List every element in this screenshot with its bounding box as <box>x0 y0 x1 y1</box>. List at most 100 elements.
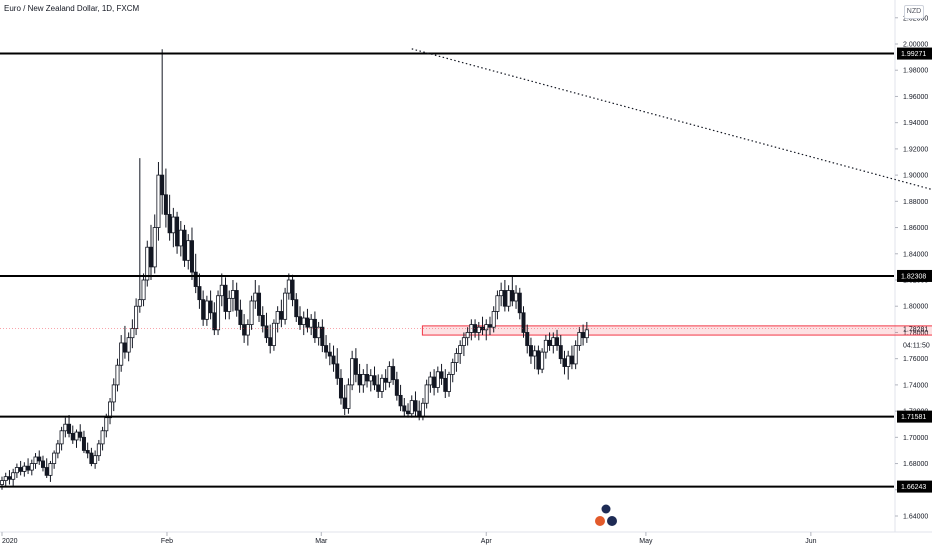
candle <box>454 348 459 372</box>
candle <box>227 290 232 320</box>
x-tick-label: May <box>639 538 653 545</box>
candle <box>461 332 466 357</box>
candle-body <box>249 300 254 325</box>
candle-body <box>279 311 284 320</box>
candle <box>108 398 113 425</box>
candle <box>428 371 433 393</box>
candle-body <box>275 311 280 324</box>
candle-body <box>104 417 109 432</box>
candle <box>406 403 411 418</box>
candle <box>26 458 31 475</box>
candle <box>346 378 351 414</box>
candles <box>0 49 589 490</box>
candle-body <box>268 337 273 346</box>
candle <box>446 371 451 397</box>
candle-body <box>517 292 522 314</box>
candle <box>74 429 79 448</box>
candle <box>562 350 567 375</box>
candle-body <box>186 240 191 261</box>
candle-body <box>569 355 574 365</box>
candle-body <box>502 290 507 307</box>
candle-body <box>528 345 533 357</box>
x-tick-label: Feb <box>161 538 173 545</box>
candle <box>230 280 235 312</box>
y-tick-label: 1.76000 <box>903 356 928 363</box>
candle-body <box>324 345 329 353</box>
candle <box>294 293 299 322</box>
candle <box>376 374 381 398</box>
candle-body <box>428 376 433 386</box>
candle-body <box>540 351 545 370</box>
candle <box>156 162 161 241</box>
candle-body <box>346 384 351 409</box>
candle-body <box>484 324 489 331</box>
candle-body <box>566 355 571 367</box>
level-price-tag <box>897 47 932 60</box>
y-tick-label: 1.98000 <box>903 68 928 75</box>
candle-body <box>257 292 262 316</box>
candle <box>514 285 519 309</box>
candle-body <box>137 299 142 307</box>
candle-body <box>175 216 180 247</box>
candle-body <box>521 312 526 333</box>
candle <box>510 276 515 307</box>
y-tick-label: 1.86000 <box>903 225 928 232</box>
candle-body <box>409 400 414 415</box>
candle-body <box>558 345 563 360</box>
candle-body <box>234 290 239 311</box>
resistance-zone <box>421 325 932 336</box>
candle <box>115 358 120 392</box>
candle-body <box>182 229 187 261</box>
candle-body <box>435 371 440 388</box>
currency-badge[interactable]: NZD <box>904 5 924 19</box>
candle <box>368 369 373 392</box>
candle-body <box>476 326 481 333</box>
level-price-tag <box>897 269 932 282</box>
candle <box>432 369 437 396</box>
candle-body <box>52 452 57 464</box>
candle-body <box>487 324 492 328</box>
candle-body <box>245 324 250 336</box>
candle-body <box>230 290 235 299</box>
candle-body <box>286 279 291 294</box>
candle <box>152 214 157 274</box>
level-price-label: 1.66243 <box>901 484 926 491</box>
candle-body <box>238 309 243 325</box>
candle-body <box>242 324 247 336</box>
candle-body <box>338 377 343 399</box>
candle <box>525 324 530 354</box>
x-tick-label: Jun <box>805 538 816 545</box>
candle-body <box>33 456 38 464</box>
candle <box>67 415 72 438</box>
candle-body <box>413 400 418 412</box>
candle-body <box>212 312 217 331</box>
candle <box>491 306 496 333</box>
candle <box>193 253 198 294</box>
candle-body <box>227 297 232 312</box>
candle <box>290 274 295 307</box>
candle <box>357 363 362 393</box>
candle <box>476 321 481 341</box>
candle-body <box>260 314 265 327</box>
candle <box>353 348 358 383</box>
candle-body <box>204 300 209 320</box>
candle-body <box>391 366 396 381</box>
candle <box>577 327 582 351</box>
candle-body <box>55 443 60 454</box>
candle-body <box>577 332 582 346</box>
candle <box>11 468 16 486</box>
candle <box>569 345 574 370</box>
candle-body <box>461 337 466 346</box>
x-tick-label: 2020 <box>2 538 18 545</box>
candle-body <box>372 375 377 386</box>
candle <box>253 280 258 309</box>
candle-body <box>525 332 530 346</box>
candle <box>171 207 176 248</box>
candle-body <box>81 436 86 451</box>
candle <box>547 332 552 351</box>
candle <box>487 316 492 336</box>
candle-body <box>26 465 31 471</box>
candle <box>134 298 139 336</box>
candle <box>335 348 340 385</box>
